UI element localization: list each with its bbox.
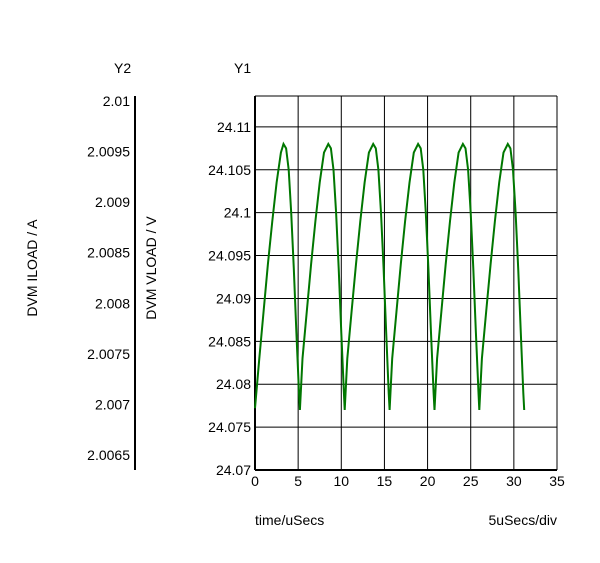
y1-tick-label: 24.11	[217, 119, 251, 135]
series-line-vload	[254, 141, 526, 411]
grid	[254, 95, 558, 471]
y2-tick-label: 2.01	[103, 93, 130, 109]
y1-tick-labels: 24.07 24.075 24.08 24.085 24.09 24.095 24.1 24.…	[208, 119, 251, 478]
x-tick-label: 25	[463, 473, 479, 489]
y2-tick-label: 2.008	[95, 295, 130, 311]
y1-tick-label: 24.095	[208, 248, 251, 264]
x-tick-label: 30	[506, 473, 522, 489]
y1-axis-title: DVM VLOAD / V	[143, 216, 159, 320]
y2-tick-label: 2.0085	[87, 245, 130, 261]
y2-tick-label: 2.007	[95, 396, 130, 412]
y2-axis-title: DVM ILOAD / A	[24, 219, 40, 317]
y2-tick-label: 2.0095	[87, 144, 130, 160]
y2-tick-label: 2.0075	[87, 346, 130, 362]
y1-tick-label: 24.075	[208, 419, 251, 435]
y1-tick-label: 24.085	[208, 333, 251, 349]
x-tick-label: 5	[294, 473, 302, 489]
x-axis-title: time/uSecs	[255, 512, 324, 528]
y2-header: Y2	[114, 60, 131, 76]
y1-tick-label: 24.1	[224, 205, 251, 221]
y1-tick-label: 24.105	[208, 162, 251, 178]
y1-tick-label: 24.09	[216, 290, 251, 306]
x-scale-label: 5uSecs/div	[489, 512, 557, 528]
y1-tick-label: 24.07	[216, 462, 251, 478]
y1-header: Y1	[234, 60, 251, 76]
y2-tick-label: 2.009	[95, 194, 130, 210]
x-tick-label: 10	[333, 473, 349, 489]
x-tick-labels: 0 5 10 15 20 25 30 35	[251, 473, 565, 489]
x-tick-label: 15	[377, 473, 393, 489]
x-tick-label: 20	[420, 473, 436, 489]
y2-tick-labels: 2.01 2.0095 2.009 2.0085 2.008 2.0075 2.007 2.0…	[87, 93, 130, 463]
y1-tick-label: 24.08	[216, 376, 251, 392]
y2-tick-label: 2.0065	[87, 447, 130, 463]
x-tick-label: 35	[549, 473, 565, 489]
x-tick-label: 0	[251, 473, 259, 489]
